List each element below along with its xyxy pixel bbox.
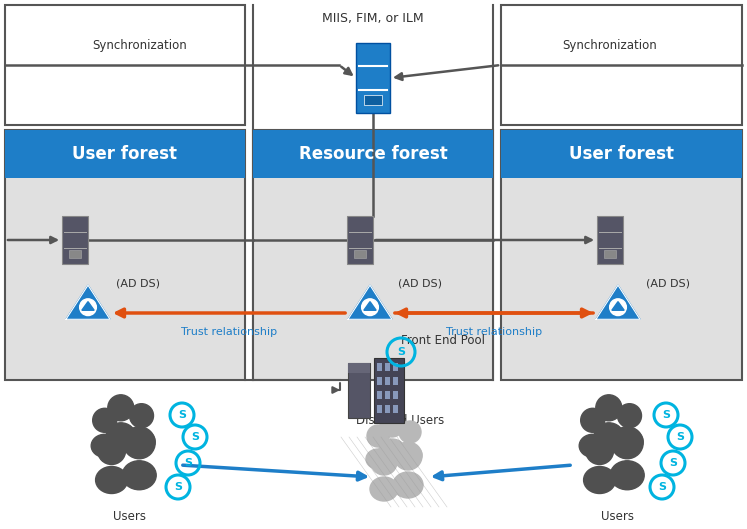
- Circle shape: [371, 449, 397, 475]
- Circle shape: [362, 299, 379, 316]
- Bar: [364, 95, 382, 105]
- Bar: [385, 377, 390, 385]
- Text: S: S: [178, 410, 186, 420]
- Circle shape: [611, 427, 643, 459]
- Ellipse shape: [595, 423, 623, 448]
- Bar: [377, 405, 382, 413]
- Polygon shape: [612, 302, 624, 311]
- Circle shape: [618, 404, 642, 428]
- Bar: [374, 358, 404, 423]
- Polygon shape: [66, 285, 110, 320]
- Text: User forest: User forest: [72, 145, 178, 163]
- Circle shape: [98, 436, 125, 464]
- Text: Trust relationship: Trust relationship: [181, 327, 277, 337]
- Ellipse shape: [616, 430, 643, 453]
- Text: Users: Users: [114, 510, 146, 523]
- Bar: [385, 405, 390, 413]
- Text: MIIS, FIM, or ILM: MIIS, FIM, or ILM: [322, 12, 424, 25]
- Circle shape: [394, 442, 422, 470]
- Polygon shape: [82, 302, 94, 311]
- Bar: [597, 216, 623, 264]
- Ellipse shape: [379, 439, 405, 461]
- Bar: [385, 390, 390, 398]
- Text: Users: Users: [601, 510, 634, 523]
- Circle shape: [610, 299, 627, 316]
- Text: (AD DS): (AD DS): [116, 279, 160, 289]
- Bar: [393, 362, 398, 370]
- Text: Trust relationship: Trust relationship: [446, 327, 542, 337]
- Text: S: S: [669, 458, 677, 468]
- Bar: [393, 405, 398, 413]
- Circle shape: [586, 436, 613, 464]
- Polygon shape: [364, 302, 376, 311]
- Bar: [377, 390, 382, 398]
- Bar: [354, 250, 366, 258]
- Bar: [5, 130, 245, 178]
- Bar: [348, 362, 370, 372]
- Text: Synchronization: Synchronization: [93, 39, 187, 52]
- Polygon shape: [596, 285, 640, 320]
- Bar: [501, 130, 742, 178]
- Ellipse shape: [366, 449, 390, 469]
- Bar: [253, 130, 493, 178]
- Text: Front End Pool: Front End Pool: [401, 334, 485, 347]
- Ellipse shape: [106, 423, 135, 448]
- Text: Synchronization: Synchronization: [562, 39, 657, 52]
- Bar: [5, 130, 245, 380]
- Bar: [347, 216, 373, 264]
- Ellipse shape: [123, 461, 156, 490]
- Bar: [377, 362, 382, 370]
- Ellipse shape: [579, 434, 607, 457]
- Bar: [393, 377, 398, 385]
- Ellipse shape: [96, 467, 128, 494]
- Circle shape: [367, 425, 389, 447]
- Text: S: S: [174, 482, 182, 492]
- Bar: [356, 43, 390, 113]
- Bar: [385, 362, 390, 370]
- Circle shape: [80, 299, 96, 316]
- Ellipse shape: [610, 461, 644, 490]
- Bar: [348, 362, 370, 417]
- Bar: [253, 5, 493, 125]
- Ellipse shape: [370, 477, 398, 501]
- Polygon shape: [348, 285, 392, 320]
- Text: S: S: [184, 458, 192, 468]
- Text: (AD DS): (AD DS): [646, 279, 690, 289]
- Bar: [501, 130, 742, 380]
- Circle shape: [580, 408, 605, 432]
- Bar: [501, 5, 742, 125]
- Circle shape: [108, 395, 134, 421]
- Circle shape: [380, 413, 404, 437]
- Bar: [62, 216, 88, 264]
- Text: S: S: [191, 432, 199, 442]
- Text: S: S: [662, 410, 670, 420]
- Text: Disabled Users: Disabled Users: [356, 414, 444, 427]
- Text: Resource forest: Resource forest: [299, 145, 447, 163]
- Ellipse shape: [583, 467, 616, 494]
- Text: S: S: [397, 347, 405, 357]
- Bar: [393, 390, 398, 398]
- Bar: [69, 250, 81, 258]
- Text: S: S: [676, 432, 684, 442]
- Ellipse shape: [393, 472, 423, 498]
- Bar: [604, 250, 616, 258]
- Ellipse shape: [128, 430, 155, 453]
- Bar: [377, 377, 382, 385]
- Text: S: S: [658, 482, 666, 492]
- Text: (AD DS): (AD DS): [398, 279, 442, 289]
- Bar: [253, 130, 493, 380]
- Text: User forest: User forest: [569, 145, 674, 163]
- Circle shape: [596, 395, 622, 421]
- Bar: [5, 5, 245, 125]
- Circle shape: [93, 408, 117, 432]
- Ellipse shape: [91, 434, 118, 457]
- Circle shape: [123, 427, 155, 459]
- Circle shape: [129, 404, 153, 428]
- Ellipse shape: [398, 445, 422, 465]
- Circle shape: [399, 421, 421, 443]
